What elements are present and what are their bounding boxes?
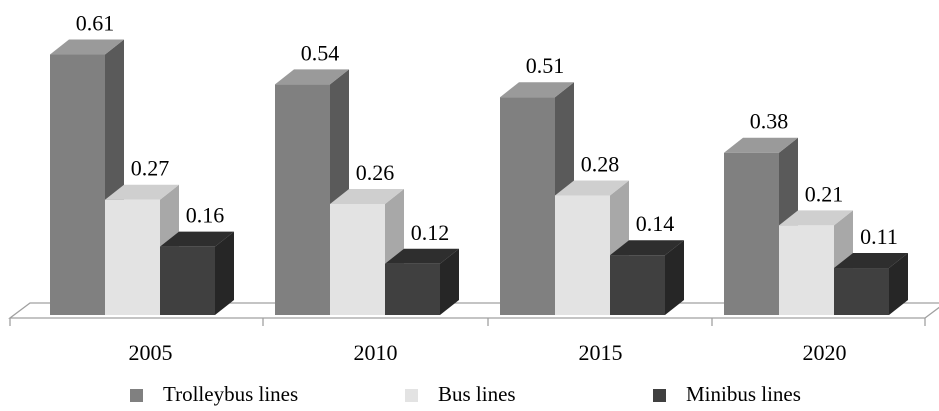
- bar-front: [50, 54, 105, 315]
- value-label: 0.38: [750, 109, 789, 134]
- bar-front: [779, 225, 834, 315]
- value-label: 0.11: [860, 224, 898, 249]
- legend-label: Bus lines: [438, 382, 516, 406]
- value-label: 0.61: [76, 11, 115, 36]
- bar-top: [779, 210, 853, 226]
- bar-front: [385, 263, 440, 315]
- value-label: 0.27: [131, 156, 170, 181]
- bar-top: [275, 69, 349, 85]
- bar-front: [610, 255, 665, 315]
- bar-front: [724, 152, 779, 315]
- floor-plane: [8, 302, 939, 319]
- category-labels: 2005 2010 2015 2020: [129, 340, 847, 365]
- value-label: 0.26: [356, 160, 395, 185]
- bar-2005-minibus-lines: [160, 231, 234, 315]
- bar-top: [610, 240, 684, 256]
- bar-top: [330, 188, 404, 204]
- bar-front: [555, 195, 610, 315]
- category-label: 2020: [803, 340, 847, 365]
- value-label: 0.14: [636, 211, 675, 236]
- value-label: 0.51: [526, 53, 565, 78]
- bar-side: [665, 240, 684, 315]
- bar-2010-minibus-lines: [385, 248, 459, 315]
- legend: Trolleybus lines Bus lines Minibus lines: [130, 382, 801, 406]
- value-label: 0.54: [301, 40, 340, 65]
- legend-entry: Minibus lines: [653, 382, 801, 406]
- category-label: 2005: [129, 340, 173, 365]
- legend-swatch: [405, 389, 418, 402]
- chart-floor: [8, 302, 939, 326]
- bars-layer: [50, 39, 908, 315]
- bar-front: [330, 203, 385, 315]
- value-labels: 0.61 0.27 0.16 0.54 0.26 0.12 0.51 0.28 0.14 0.38…: [76, 11, 898, 249]
- legend-swatch: [130, 389, 143, 402]
- legend-entry: Trolleybus lines: [130, 382, 298, 406]
- legend-label: Minibus lines: [686, 382, 801, 406]
- bar-top: [555, 180, 629, 196]
- bar-top: [105, 184, 179, 200]
- bar-front: [500, 97, 555, 315]
- bar-side: [889, 253, 908, 315]
- bar-top: [724, 137, 798, 153]
- bar-top: [160, 231, 234, 247]
- category-label: 2015: [579, 340, 623, 365]
- bar-front: [160, 246, 215, 315]
- bar-top: [385, 248, 459, 264]
- bar-front: [834, 268, 889, 315]
- bar-top: [834, 253, 908, 269]
- bar-2015-minibus-lines: [610, 240, 684, 315]
- bar-top: [50, 39, 124, 55]
- legend-label: Trolleybus lines: [163, 382, 298, 406]
- category-label: 2010: [354, 340, 398, 365]
- bar-2020-minibus-lines: [834, 253, 908, 315]
- bar-top: [500, 82, 574, 98]
- bar-front: [105, 199, 160, 315]
- legend-swatch: [653, 389, 666, 402]
- value-label: 0.12: [411, 220, 450, 245]
- value-label: 0.21: [805, 181, 844, 206]
- value-label: 0.16: [186, 203, 225, 228]
- bar-side: [440, 248, 459, 315]
- bar-side: [215, 231, 234, 315]
- value-label: 0.28: [581, 151, 620, 176]
- bar-front: [275, 84, 330, 315]
- legend-entry: Bus lines: [405, 382, 516, 406]
